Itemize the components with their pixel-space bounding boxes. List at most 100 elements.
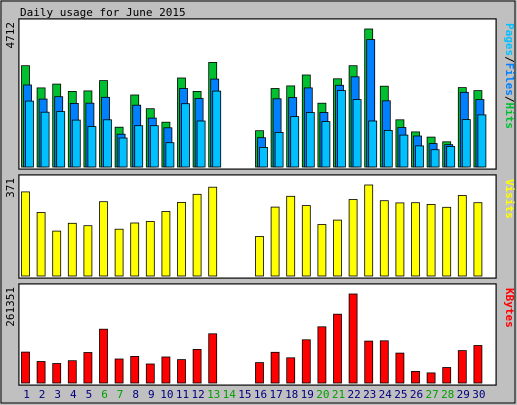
bar-visits-20 (317, 224, 327, 277)
x-label-28: 28 (441, 388, 454, 401)
bar-kbytes-3 (52, 363, 62, 384)
bar-pages-9 (149, 125, 159, 168)
bar-kbytes-18 (286, 357, 296, 384)
bar-kbytes-8 (130, 355, 140, 384)
x-label-7: 7 (117, 388, 124, 401)
x-label-1: 1 (23, 388, 30, 401)
hits-panel-side-label-part-0: Pages (503, 23, 516, 56)
x-label-21: 21 (332, 388, 345, 401)
bar-kbytes-6 (99, 328, 108, 384)
kbytes-panel-side-label: KBytes (503, 288, 516, 328)
bar-visits-27 (426, 203, 436, 277)
bar-kbytes-5 (83, 352, 93, 384)
bar-kbytes-21 (333, 313, 342, 384)
bar-visits-25 (395, 202, 405, 277)
bar-kbytes-4 (67, 360, 77, 384)
bar-pages-13 (212, 90, 222, 168)
bar-pages-29 (461, 119, 471, 168)
x-label-25: 25 (394, 388, 407, 401)
x-label-3: 3 (54, 388, 61, 401)
bar-kbytes-24 (379, 340, 389, 384)
x-label-30: 30 (472, 388, 485, 401)
x-label-15: 15 (238, 388, 251, 401)
bar-pages-16 (259, 146, 268, 168)
kbytes-panel-side-label-part-0: KBytes (503, 288, 516, 328)
bar-visits-9 (145, 221, 155, 277)
bar-pages-25 (399, 134, 409, 168)
bar-pages-8 (134, 125, 144, 168)
bar-pages-6 (103, 119, 112, 168)
hits-panel-side-label-part-3: / (503, 96, 516, 103)
bar-pages-23 (368, 120, 378, 168)
x-label-4: 4 (70, 388, 77, 401)
bar-visits-2 (36, 212, 46, 277)
bar-kbytes-27 (426, 372, 436, 384)
x-label-6: 6 (101, 388, 108, 401)
kbytes-panel-max-label: 261351 (4, 287, 17, 327)
hits-panel-side-label-part-1: / (503, 56, 516, 63)
bar-visits-17 (270, 206, 280, 277)
chart-title: Daily usage for June 2015 (20, 6, 186, 19)
bar-pages-26 (415, 145, 424, 168)
bar-pages-24 (383, 129, 393, 168)
x-label-20: 20 (316, 388, 329, 401)
bar-kbytes-23 (364, 340, 374, 384)
bar-kbytes-11 (177, 359, 186, 384)
x-label-10: 10 (160, 388, 173, 401)
bar-visits-13 (208, 186, 218, 277)
bar-visits-8 (130, 222, 140, 277)
bar-pages-30 (477, 114, 487, 168)
x-label-22: 22 (347, 388, 360, 401)
x-label-26: 26 (410, 388, 423, 401)
bar-visits-16 (255, 236, 264, 277)
bar-pages-5 (87, 126, 97, 168)
bar-visits-19 (301, 205, 311, 277)
visits-panel-max-label: 371 (4, 178, 17, 198)
bar-visits-26 (411, 202, 420, 277)
bar-kbytes-12 (192, 348, 202, 384)
x-label-8: 8 (132, 388, 139, 401)
bar-visits-1 (21, 191, 30, 277)
bar-kbytes-19 (301, 339, 311, 384)
bar-kbytes-25 (395, 352, 405, 384)
x-label-18: 18 (285, 388, 298, 401)
bar-pages-2 (40, 111, 50, 168)
bar-visits-23 (364, 184, 374, 277)
x-label-17: 17 (269, 388, 282, 401)
x-label-9: 9 (148, 388, 155, 401)
bar-visits-11 (177, 201, 186, 277)
hits-panel-max-label: 4712 (4, 22, 17, 49)
bar-pages-1 (25, 100, 34, 168)
bar-pages-10 (165, 142, 175, 168)
bar-visits-22 (348, 199, 358, 277)
bar-pages-3 (56, 111, 66, 168)
bar-kbytes-9 (145, 363, 155, 384)
bar-pages-17 (274, 131, 284, 168)
bar-pages-28 (446, 146, 456, 168)
bar-pages-7 (118, 137, 128, 168)
bar-pages-18 (290, 116, 300, 168)
bar-kbytes-29 (457, 350, 467, 384)
bar-visits-29 (457, 195, 467, 277)
bar-pages-12 (196, 120, 206, 168)
visits-panel-side-label: Visits (503, 179, 516, 219)
bar-kbytes-22 (348, 293, 358, 384)
visits-panel-side-label-part-0: Visits (503, 179, 516, 219)
bar-kbytes-13 (208, 333, 218, 384)
x-label-11: 11 (176, 388, 189, 401)
bar-visits-28 (442, 206, 452, 277)
x-label-12: 12 (191, 388, 204, 401)
bar-visits-10 (161, 211, 171, 277)
bar-kbytes-16 (255, 362, 264, 384)
hits-panel-side-label: Pages/Files/Hits (503, 23, 516, 129)
x-label-23: 23 (363, 388, 376, 401)
hits-panel-side-label-part-4: Hits (503, 103, 516, 130)
bar-kbytes-7 (114, 358, 124, 384)
x-label-24: 24 (379, 388, 393, 401)
bar-kbytes-17 (270, 351, 280, 384)
bar-pages-4 (71, 119, 81, 168)
bar-pages-20 (321, 121, 331, 168)
bar-visits-24 (379, 200, 389, 277)
